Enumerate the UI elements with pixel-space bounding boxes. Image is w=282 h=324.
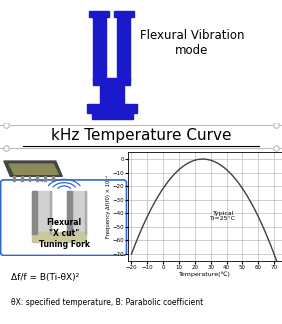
Bar — [67, 191, 72, 234]
Bar — [100, 83, 124, 106]
Polygon shape — [4, 161, 62, 176]
FancyBboxPatch shape — [1, 180, 127, 255]
Bar — [36, 176, 38, 181]
Bar — [93, 15, 106, 80]
Bar — [85, 191, 86, 234]
Bar — [44, 176, 46, 181]
Polygon shape — [9, 164, 58, 174]
Bar — [93, 78, 130, 85]
Bar — [67, 191, 86, 234]
Bar — [89, 11, 109, 17]
Bar — [28, 176, 30, 181]
Y-axis label: Frequency Δf(f0) × 10⁻⁶: Frequency Δf(f0) × 10⁻⁶ — [106, 175, 111, 238]
Text: Typical
Ti=25°C: Typical Ti=25°C — [210, 211, 236, 221]
Bar — [32, 191, 50, 234]
Bar — [117, 15, 130, 80]
Text: Flexural
"X cut"
Tuning Fork: Flexural "X cut" Tuning Fork — [39, 218, 90, 249]
X-axis label: Temperature(℃): Temperature(℃) — [179, 272, 231, 277]
Bar — [32, 233, 86, 242]
Bar — [114, 11, 134, 17]
Bar — [32, 191, 37, 234]
Bar — [52, 176, 54, 181]
Text: θX: specified temperature, B: Parabolic coefficient: θX: specified temperature, B: Parabolic … — [11, 298, 204, 307]
Bar — [21, 176, 23, 181]
Bar — [13, 176, 15, 181]
Bar — [92, 112, 133, 119]
Text: Flexural Vibration
mode: Flexural Vibration mode — [140, 29, 244, 57]
Bar — [87, 104, 137, 113]
Text: kHz Temperature Curve: kHz Temperature Curve — [51, 128, 231, 143]
Text: Δf/f = B(Ti-θX)²: Δf/f = B(Ti-θX)² — [11, 273, 80, 282]
